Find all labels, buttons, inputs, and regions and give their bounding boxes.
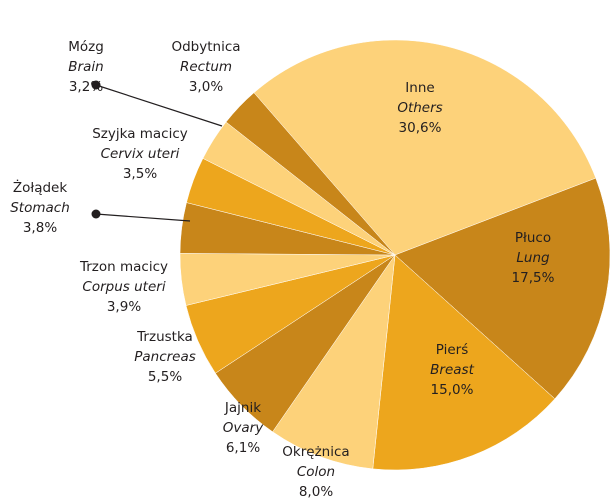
slice-label: Mózg (68, 39, 104, 55)
slice-label-en: Ovary (223, 420, 264, 436)
pie-slice (394, 177, 611, 400)
slice-label: Pierś (436, 342, 468, 358)
slice-label: Okrężnica (282, 444, 349, 460)
slice-label-en: Pancreas (134, 349, 196, 365)
pie-slice (372, 254, 556, 471)
slice-label: Płuco (515, 230, 551, 246)
slice-label: Odbytnica (171, 39, 240, 55)
slice-label-en: Breast (430, 362, 474, 378)
slice-label: Jajnik (224, 400, 261, 416)
value-label: 15,0% (431, 382, 474, 398)
slice-label-en: Others (397, 100, 442, 116)
value-label: 30,6% (399, 120, 442, 136)
slice-label-en: Lung (516, 250, 550, 266)
pie-slice (253, 39, 597, 256)
slice-label: Trzustka (136, 329, 193, 345)
slice-label: Szyjka macicy (92, 126, 188, 142)
slice-label-en: Rectum (180, 59, 232, 75)
value-label: 3,0% (189, 79, 223, 95)
value-label: 3,9% (107, 299, 141, 315)
pie-slice (225, 92, 396, 256)
leader-dot (91, 80, 101, 90)
slice-label: Inne (405, 80, 434, 96)
slice-label: Trzon macicy (79, 259, 168, 275)
value-label: 17,5% (512, 270, 555, 286)
slice-label-en: Cervix uteri (101, 146, 180, 162)
leader-dot (91, 209, 101, 219)
slice-label-en: Stomach (10, 200, 70, 216)
value-label: 3,2% (69, 79, 103, 95)
pie-slice (272, 254, 396, 470)
value-label: 3,5% (123, 166, 157, 182)
slice-label-en: Brain (68, 59, 103, 75)
leader-line (95, 84, 223, 127)
value-label: 8,0% (299, 484, 333, 500)
slice-label-en: Colon (297, 464, 335, 480)
value-label: 6,1% (226, 440, 260, 456)
slice-label-en: Corpus uteri (82, 279, 165, 295)
slices (179, 39, 611, 471)
leader-line (95, 213, 191, 222)
value-label: 3,8% (23, 220, 57, 236)
value-label: 5,5% (148, 369, 182, 385)
slice-label: Żołądek (13, 178, 67, 196)
